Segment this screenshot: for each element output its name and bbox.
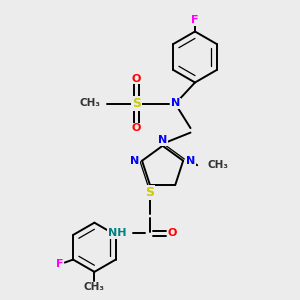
- Text: CH₃: CH₃: [80, 98, 100, 109]
- Text: N: N: [130, 156, 139, 166]
- Text: F: F: [191, 15, 199, 25]
- Text: NH: NH: [108, 229, 127, 238]
- Text: S: S: [132, 97, 141, 110]
- Text: N: N: [171, 98, 180, 109]
- Text: O: O: [168, 229, 177, 238]
- Text: N: N: [158, 135, 167, 145]
- Text: O: O: [132, 74, 141, 84]
- Text: CH₃: CH₃: [207, 160, 228, 170]
- Text: F: F: [56, 259, 63, 269]
- Text: O: O: [132, 123, 141, 134]
- Text: N: N: [186, 156, 195, 166]
- Text: S: S: [146, 186, 154, 199]
- Text: CH₃: CH₃: [84, 283, 105, 292]
